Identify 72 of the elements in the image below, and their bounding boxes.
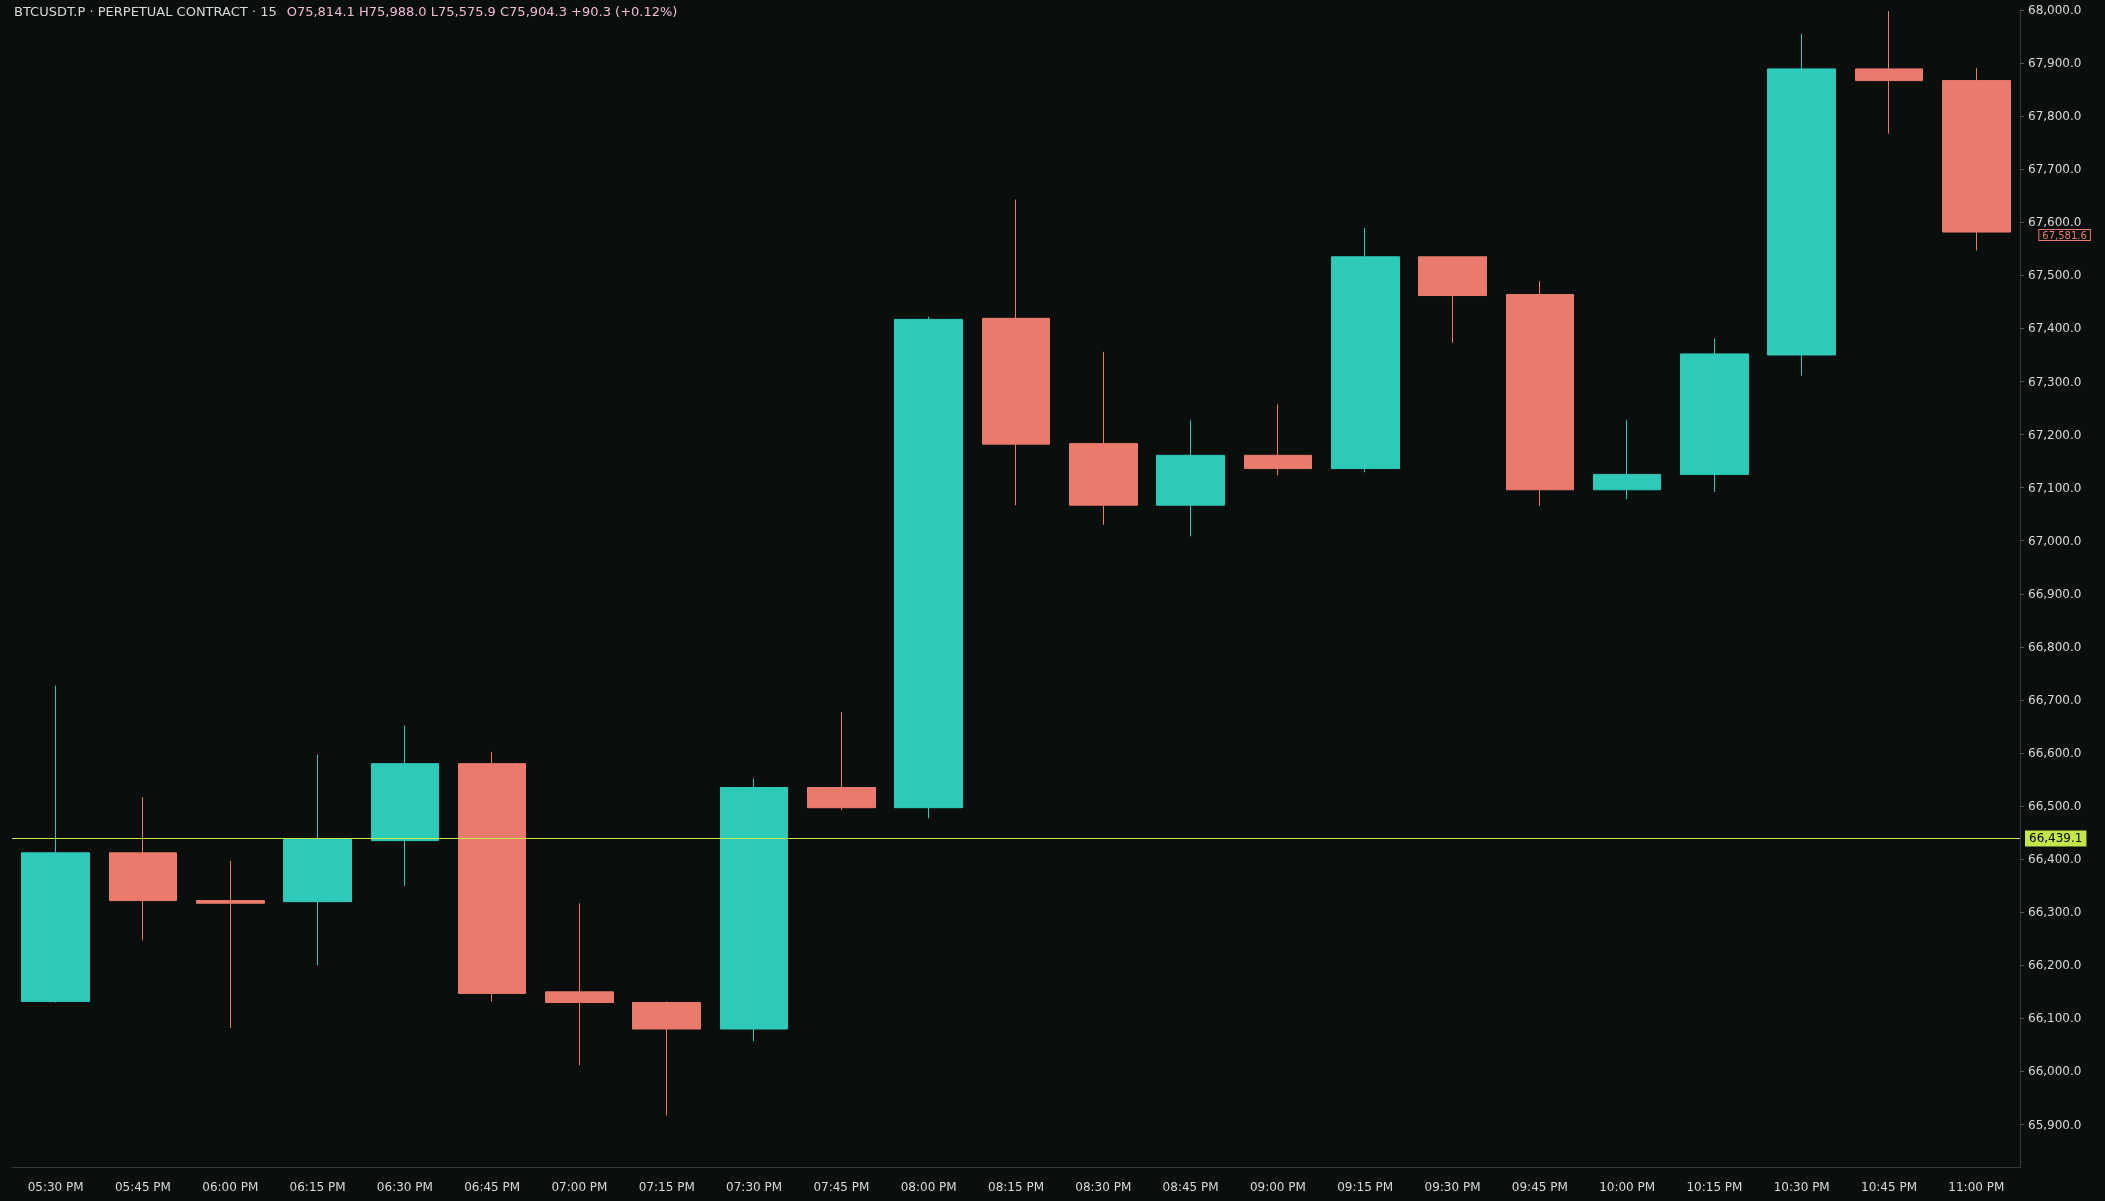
candlestick bbox=[982, 198, 1050, 506]
y-tick-label: 67,200.0 bbox=[2028, 427, 2082, 442]
x-tick-label: 07:30 PM bbox=[726, 1180, 783, 1194]
candlestick bbox=[196, 860, 265, 1029]
x-tick-label: 05:45 PM bbox=[114, 1180, 171, 1194]
candlestick bbox=[1767, 33, 1836, 377]
y-tick-label: 67,000.0 bbox=[2028, 533, 2082, 548]
x-tick-label: 08:45 PM bbox=[1162, 1180, 1219, 1194]
y-tick-label: 66,500.0 bbox=[2028, 799, 2082, 814]
x-tick-label: 06:15 PM bbox=[289, 1180, 346, 1194]
chart-title: BTCUSDT.P · PERPETUAL CONTRACT · 15 bbox=[14, 4, 277, 19]
y-tick-label: 67,400.0 bbox=[2028, 321, 2082, 336]
candlestick bbox=[1418, 256, 1487, 344]
y-tick-label: 67,300.0 bbox=[2028, 374, 2082, 389]
chart-subtitle: O75,814.1 H75,988.0 L75,575.9 C75,904.3 +90.3 (+0.12%) bbox=[286, 4, 678, 19]
x-tick-label: 10:30 PM bbox=[1773, 1180, 1830, 1194]
x-tick-label: 10:45 PM bbox=[1861, 1180, 1918, 1194]
x-tick-label: 09:30 PM bbox=[1424, 1180, 1481, 1194]
x-tick-label: 05:30 PM bbox=[27, 1180, 84, 1194]
y-tick-label: 66,100.0 bbox=[2028, 1011, 2082, 1026]
x-tick-label: 07:00 PM bbox=[551, 1180, 608, 1194]
candlestick bbox=[720, 778, 788, 1042]
candlestick bbox=[109, 796, 177, 941]
candlestick bbox=[1680, 338, 1749, 493]
candlestick bbox=[1942, 67, 2011, 251]
x-tick-label: 08:15 PM bbox=[988, 1180, 1044, 1194]
y-tick-label: 65,900.0 bbox=[2028, 1117, 2082, 1132]
y-tick-label: 67,800.0 bbox=[2028, 109, 2082, 124]
y-tick-label: 68,000.0 bbox=[2028, 3, 2082, 17]
candlestick bbox=[1593, 419, 1661, 500]
y-tick-label: 67,500.0 bbox=[2028, 268, 2082, 283]
candlestick bbox=[1156, 419, 1225, 537]
x-tick-label: 07:45 PM bbox=[813, 1180, 870, 1194]
candlestick bbox=[21, 685, 90, 1003]
y-tick-label: 66,200.0 bbox=[2028, 958, 2082, 973]
y-tick-label: 66,400.0 bbox=[2028, 852, 2082, 867]
y-tick-label: 67,900.0 bbox=[2028, 56, 2082, 71]
candlestick bbox=[894, 316, 963, 819]
y-tick-label: 66,800.0 bbox=[2028, 639, 2082, 654]
x-tick-label: 07:15 PM bbox=[638, 1180, 695, 1194]
y-tick-label: 66,300.0 bbox=[2028, 905, 2082, 920]
candlestick bbox=[1506, 280, 1574, 507]
candlestick bbox=[1069, 351, 1138, 526]
x-tick-label: 09:15 PM bbox=[1337, 1180, 1394, 1194]
candlestick bbox=[283, 754, 352, 966]
y-tick-label: 66,600.0 bbox=[2028, 746, 2082, 761]
x-tick-label: 11:00 PM bbox=[1948, 1180, 2005, 1194]
candlestick bbox=[1331, 227, 1400, 473]
candlestick bbox=[632, 1000, 701, 1117]
x-tick-label: 08:00 PM bbox=[900, 1180, 957, 1194]
candlestick bbox=[545, 902, 614, 1066]
x-tick-label: 10:00 PM bbox=[1599, 1180, 1656, 1194]
y-tick-label: 67,100.0 bbox=[2028, 480, 2082, 495]
x-tick-label: 09:45 PM bbox=[1511, 1180, 1568, 1194]
candlestick bbox=[371, 724, 439, 887]
x-tick-label: 06:00 PM bbox=[202, 1180, 259, 1194]
y-tick-label: 67,600.0 bbox=[2028, 215, 2082, 230]
text: 67,581.6 bbox=[2042, 229, 2087, 241]
x-tick-label: 06:45 PM bbox=[464, 1180, 521, 1194]
y-tick-label: 66,900.0 bbox=[2028, 586, 2082, 601]
candlestick bbox=[807, 711, 876, 811]
x-tick-label: 06:30 PM bbox=[376, 1180, 433, 1194]
y-tick-label: 67,700.0 bbox=[2028, 162, 2082, 177]
candlestick bbox=[1244, 403, 1312, 476]
x-tick-label: 09:00 PM bbox=[1249, 1180, 1306, 1194]
candlestick bbox=[1855, 10, 1923, 135]
y-tick-label: 66,000.0 bbox=[2028, 1064, 2082, 1079]
ref-line-label: 66,439.1 bbox=[2029, 831, 2083, 846]
y-tick-label: 66,700.0 bbox=[2028, 692, 2082, 707]
candlestick bbox=[458, 751, 526, 1002]
x-tick-label: 08:30 PM bbox=[1075, 1180, 1132, 1194]
x-tick-label: 10:15 PM bbox=[1686, 1180, 1743, 1194]
